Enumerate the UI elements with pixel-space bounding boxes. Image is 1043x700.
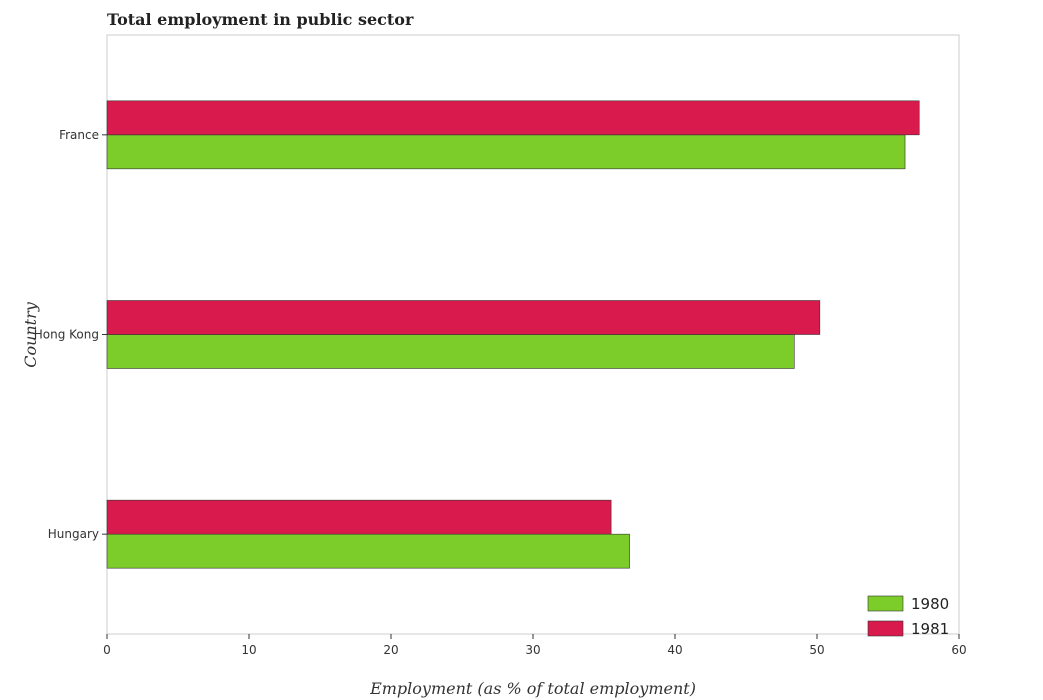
x-tick-label: 50 — [809, 643, 824, 657]
chart-title: Total employment in public sector — [107, 10, 414, 29]
y-tick-label: Hong Kong — [34, 328, 99, 342]
legend-swatch-1981 — [867, 620, 904, 637]
bar-france-1981 — [106, 100, 920, 136]
x-tick-label: 40 — [667, 643, 682, 657]
x-tick-label: 30 — [525, 643, 540, 657]
x-tick-label: 10 — [241, 643, 256, 657]
bar-hong-kong-1981 — [106, 300, 821, 335]
legend-label-1980: 1980 — [911, 595, 949, 613]
x-tick-label: 60 — [951, 643, 966, 657]
legend-swatch-1980 — [867, 595, 904, 612]
legend: 1980 1981 — [867, 595, 949, 638]
x-tick-label: 0 — [103, 643, 111, 657]
y-axis-label: Country — [21, 301, 40, 368]
bar-hong-kong-1980 — [106, 334, 795, 369]
y-axis: France Hong Kong Hungary — [34, 128, 107, 541]
y-tick-label: France — [59, 128, 99, 142]
legend-label-1981: 1981 — [911, 620, 949, 638]
x-tick-label: 20 — [383, 643, 398, 657]
bars-group — [106, 100, 920, 569]
x-axis: 0 10 20 30 40 50 60 — [103, 634, 967, 657]
bar-france-1980 — [106, 134, 906, 170]
y-tick-label: Hungary — [48, 527, 99, 541]
x-axis-label: Employment (as % of total employment) — [369, 679, 696, 698]
bar-hungary-1981 — [106, 499, 612, 535]
bar-hungary-1980 — [106, 533, 630, 569]
